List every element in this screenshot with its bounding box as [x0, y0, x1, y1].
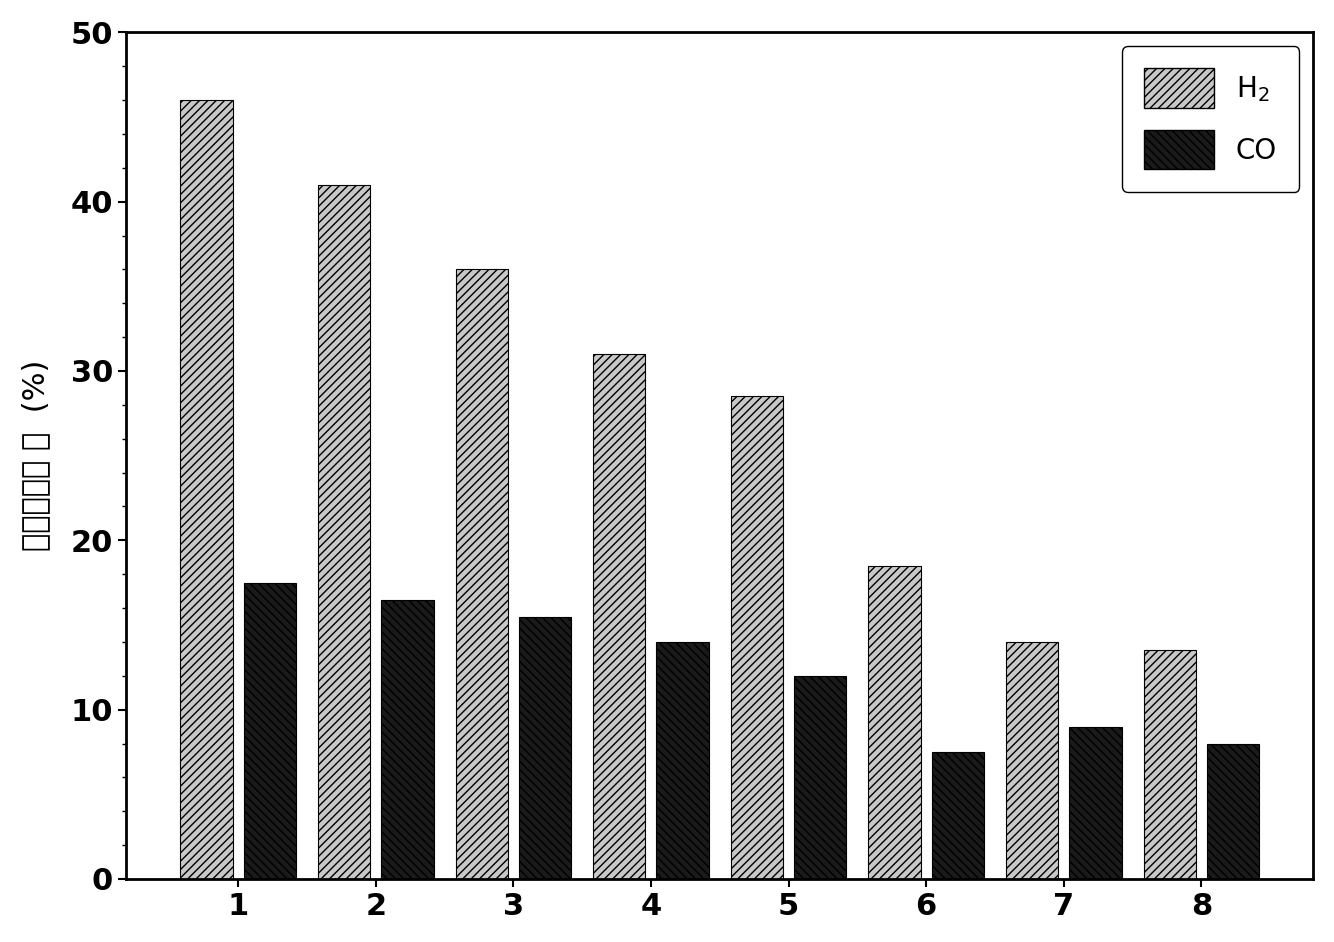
Bar	[1070, 726, 1122, 879]
Bar	[382, 599, 434, 879]
Bar	[519, 616, 571, 879]
Legend: H$_2$, CO: H$_2$, CO	[1122, 46, 1299, 191]
Bar	[180, 100, 232, 879]
Bar	[868, 566, 920, 879]
Bar	[1143, 650, 1195, 879]
Bar	[656, 642, 708, 879]
Bar	[317, 185, 371, 879]
Bar	[244, 583, 296, 879]
Bar	[455, 269, 508, 879]
Y-axis label: 气体体积分 数  (%): 气体体积分 数 (%)	[21, 360, 49, 551]
Bar	[1006, 642, 1058, 879]
Bar	[931, 752, 984, 879]
Bar	[1207, 743, 1259, 879]
Bar	[794, 675, 846, 879]
Bar	[594, 354, 646, 879]
Bar	[731, 397, 783, 879]
